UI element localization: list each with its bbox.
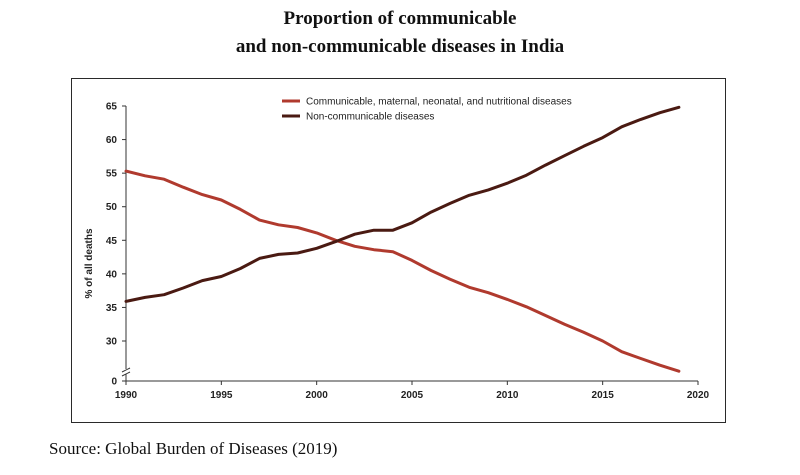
- y-tick-label: 50: [106, 202, 118, 213]
- x-tick-label: 2020: [687, 390, 710, 401]
- y-tick-label: 60: [106, 135, 118, 146]
- y-axis-break-mark: [121, 367, 131, 377]
- line-chart: 30 35 40 45 50 55 60 65 0 1990 1995 2000 2005 2010 201…: [84, 97, 710, 402]
- y-tick-label: 65: [106, 102, 118, 113]
- legend-label: Communicable, maternal, neonatal, and nu…: [306, 97, 572, 108]
- y-tick-label: 40: [106, 269, 118, 280]
- y-axis-label: % of all deaths: [84, 228, 95, 298]
- source-note: Source: Global Burden of Diseases (2019): [49, 439, 338, 458]
- y-tick-label: 55: [106, 169, 118, 180]
- x-tick-label: 2015: [592, 390, 615, 401]
- y-tick-label: 35: [106, 303, 118, 314]
- x-tick-label: 2010: [496, 390, 519, 401]
- chart-frame: [71, 78, 726, 423]
- x-tick-label: 1995: [210, 390, 233, 401]
- y-tick-label: 0: [111, 377, 117, 388]
- x-tick-label: 1990: [115, 390, 138, 401]
- chart-title-line-2: and non-communicable diseases in India: [235, 36, 565, 57]
- x-tick-label: 2005: [401, 390, 424, 401]
- series-line-non-communicable: [124, 105, 681, 303]
- chart-title-line-1: Proportion of communicable: [283, 8, 517, 29]
- y-axis-break-gap: [122, 369, 130, 374]
- y-tick-label: 30: [106, 337, 118, 348]
- y-tick-label: 45: [106, 236, 118, 247]
- legend-label: Non-communicable diseases: [306, 112, 434, 123]
- series-line-communicable: [124, 169, 681, 373]
- x-tick-label: 2000: [306, 390, 329, 401]
